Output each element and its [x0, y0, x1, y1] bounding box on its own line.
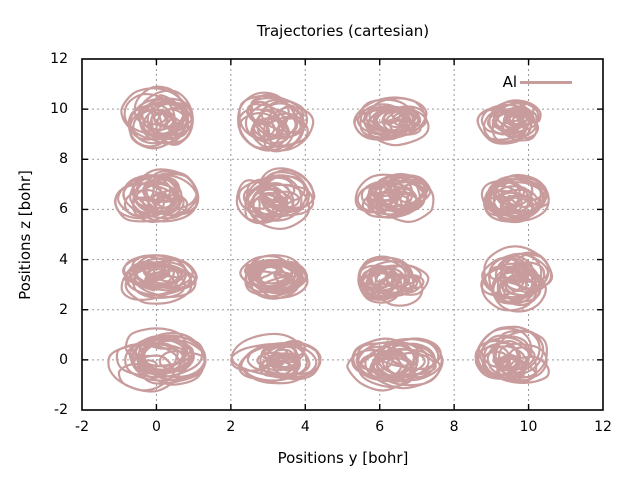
trajectory-cluster	[474, 325, 550, 385]
trajectory-cluster	[480, 245, 554, 313]
trajectory-cluster	[346, 337, 444, 392]
trajectory-cluster	[120, 85, 194, 150]
x-tick-label: 10	[519, 419, 538, 435]
y-tick-label: 8	[59, 151, 68, 168]
trajectory-cluster	[113, 168, 200, 224]
x-tick-label: 12	[594, 419, 612, 435]
y-tick-label: -2	[54, 402, 68, 418]
trajectory-cluster	[354, 173, 435, 223]
trajectory-cluster	[230, 332, 322, 385]
y-tick-label: 4	[59, 251, 68, 268]
trajectory-cluster	[239, 254, 309, 300]
trajectory-cluster	[353, 96, 430, 147]
y-tick-label: 0	[59, 351, 68, 368]
x-tick-label: 6	[375, 419, 385, 435]
x-tick-label: 8	[449, 419, 459, 435]
legend: Al	[470, 71, 590, 93]
x-tick-label: 0	[151, 419, 161, 435]
trajectory-cluster	[357, 255, 430, 307]
plot-border	[81, 58, 604, 411]
trajectory-cluster	[107, 327, 207, 393]
x-tick-label: 4	[300, 419, 310, 435]
x-axis-label: Positions y [bohr]	[277, 449, 409, 467]
y-tick-label: 6	[59, 201, 68, 218]
chart-title: Trajectories (cartesian)	[256, 22, 430, 40]
trajectory-cluster	[476, 99, 542, 145]
x-tick-label: 2	[226, 419, 236, 435]
x-tick-label: -2	[75, 419, 89, 435]
trajectory-cluster	[480, 173, 550, 224]
y-tick-label: 10	[50, 101, 68, 118]
trajectory-cluster	[235, 167, 316, 230]
y-tick-label: 2	[59, 301, 68, 318]
legend-label-al: Al	[502, 73, 517, 91]
y-tick-label: 12	[50, 51, 68, 67]
legend-line-sample	[520, 81, 572, 84]
trajectory-cluster	[120, 254, 198, 305]
trajectory-cluster	[237, 91, 315, 153]
